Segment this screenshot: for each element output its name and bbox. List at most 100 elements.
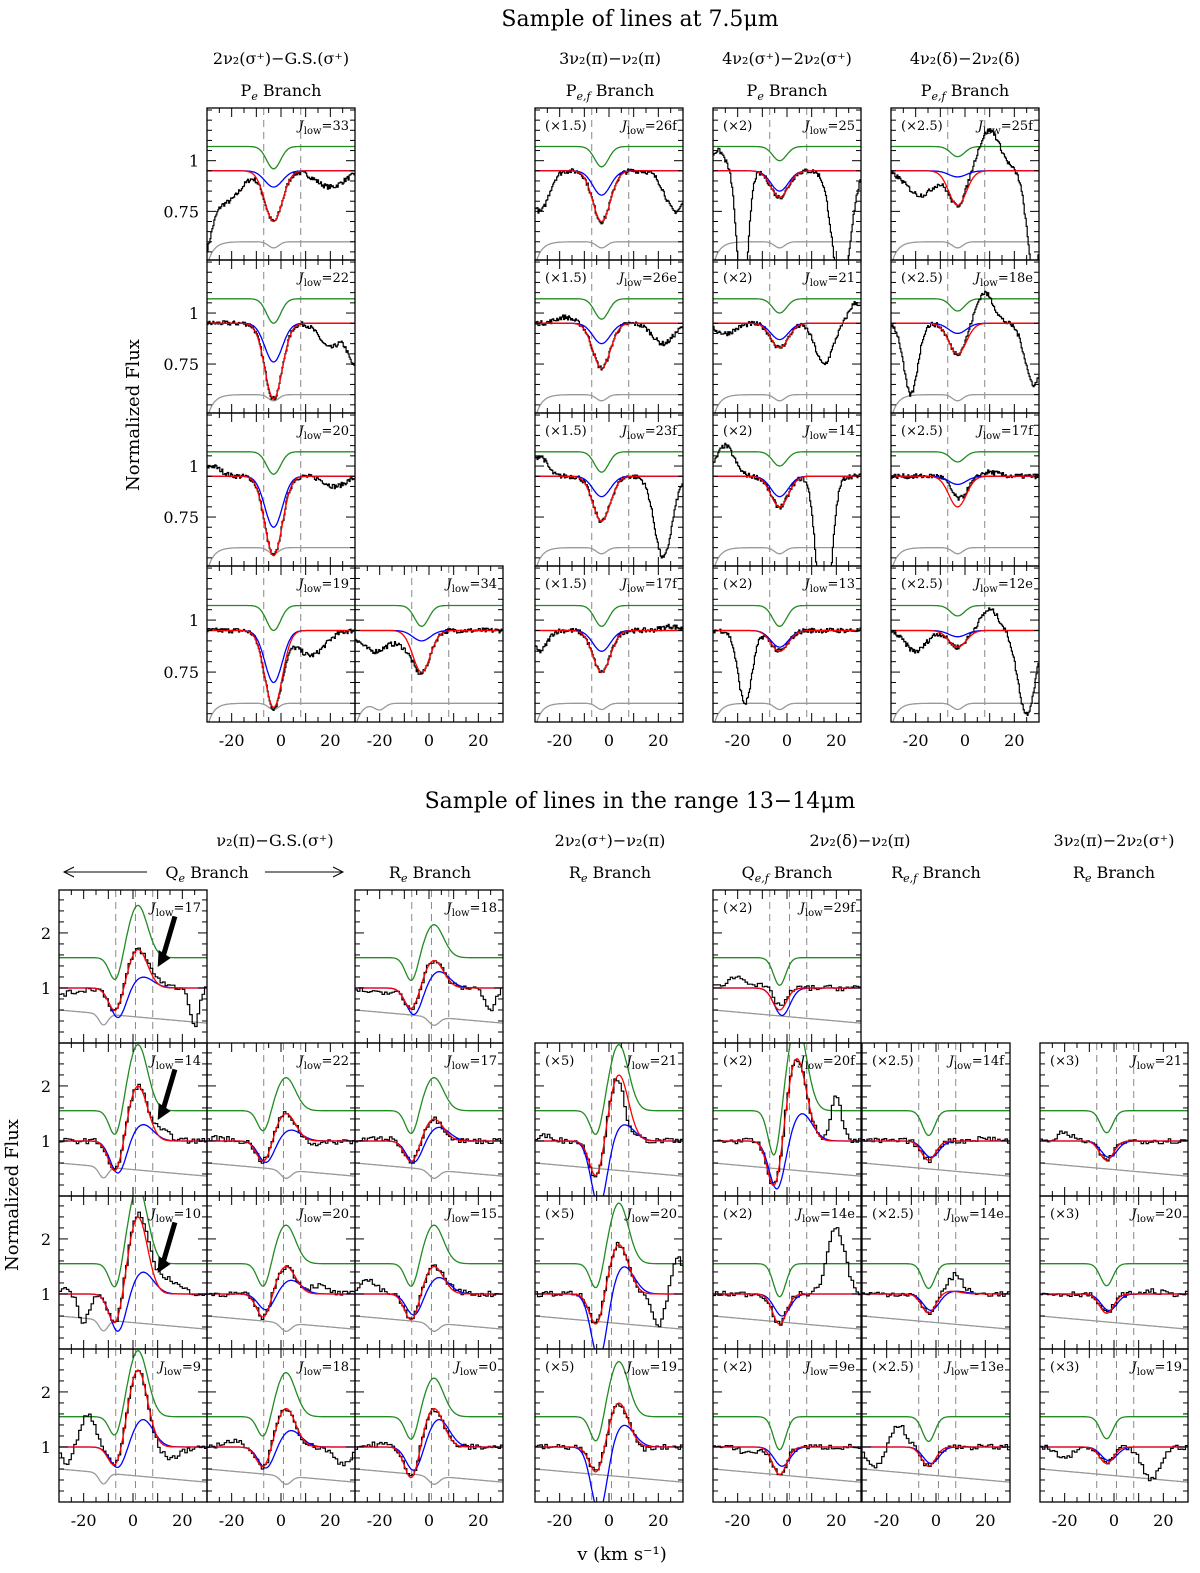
- arrow-head-icon: [157, 1256, 171, 1274]
- red-model-curve: [355, 959, 503, 1009]
- observed-spectrum: [207, 1111, 355, 1164]
- j-low-value: 14f: [983, 1054, 1006, 1069]
- arrow-indicator: [160, 1221, 178, 1265]
- gray-model-curve: [862, 1162, 1010, 1177]
- section-title: Sample of lines in the range 13−14μm: [425, 789, 856, 814]
- gray-model-curve: [207, 1162, 355, 1179]
- panel-plot-area: [207, 108, 355, 260]
- blue-model-curve: [59, 1124, 207, 1174]
- j-low-value: 18: [332, 1360, 349, 1375]
- j-low-value: 10: [184, 1207, 201, 1222]
- j-low-label: Jlow=22: [296, 1054, 349, 1072]
- red-model-curve: [535, 1074, 683, 1177]
- gray-model-curve: [713, 1315, 861, 1330]
- observed-spectrum: [891, 128, 1039, 260]
- gray-model-curve: [892, 702, 1039, 722]
- j-low-value: 13: [838, 577, 855, 592]
- y-tick-label: 1: [41, 1438, 51, 1457]
- spectrum-panel: (×3) Jlow=21: [1039, 1042, 1189, 1197]
- panel-plot-area: [207, 260, 355, 413]
- y-tick-label: 1: [41, 1132, 51, 1151]
- j-low-value: 21: [660, 1054, 677, 1069]
- j-low-label: Jlow=34: [444, 577, 497, 595]
- panel-plot-area: [535, 108, 683, 260]
- j-low-value: 29f: [834, 901, 857, 916]
- observed-spectrum: [535, 168, 683, 225]
- observed-spectrum: [713, 301, 861, 366]
- j-low-label: Jlow=13: [802, 577, 855, 595]
- gray-model-curve: [713, 1162, 861, 1177]
- blue-model-curve: [207, 322, 355, 363]
- red-model-curve: [713, 1293, 861, 1325]
- panel-plot-area: [59, 890, 207, 1043]
- band-label: ν₂(π)−G.S.(σ⁺): [216, 831, 333, 850]
- spectrum-panel: -20 0 20 Jlow=34: [354, 565, 504, 750]
- j-low-label: Jlow=18e: [972, 271, 1033, 289]
- spectrum-panel: -20 0 20 (×5) Jlow=19: [534, 1348, 684, 1530]
- observed-spectrum: [713, 975, 861, 1006]
- spectrum-panel: 0.75 1 Jlow=33: [163, 107, 356, 261]
- j-low-value: 9e: [839, 1360, 855, 1375]
- green-model-curve: [535, 604, 683, 627]
- gray-model-curve: [355, 1162, 503, 1179]
- spectrum-panel: 0.75 1 -20 0 20 Jlow=19: [163, 565, 356, 750]
- scale-factor-label: (×2): [723, 271, 752, 286]
- j-low-label: Jlow=18: [296, 1360, 349, 1378]
- gray-model-curve: [714, 546, 861, 566]
- red-model-curve: [713, 1058, 861, 1187]
- band-label: 3ν₂(π)−ν₂(π): [559, 49, 661, 68]
- gray-model-curve: [207, 1315, 355, 1332]
- green-model-curve: [891, 145, 1039, 158]
- gray-model-curve: [355, 1009, 503, 1026]
- y-tick-label: 1: [189, 611, 199, 630]
- x-tick-label: 20: [320, 1511, 340, 1530]
- panel-plot-area: [59, 1043, 207, 1196]
- observed-spectrum: [355, 1408, 503, 1477]
- j-low-value: 18e: [1009, 271, 1034, 286]
- observed-spectrum: [713, 1443, 861, 1476]
- x-tick-label: 0: [960, 731, 970, 750]
- x-tick-label: 20: [320, 731, 340, 750]
- gray-model-curve: [536, 702, 683, 722]
- x-tick-label: -20: [725, 731, 751, 750]
- y-tick-label: 1: [41, 979, 51, 998]
- gray-model-curve: [355, 1315, 503, 1332]
- spectrum-panel: Jlow=15: [354, 1195, 504, 1350]
- green-model-curve: [59, 904, 207, 980]
- spectrum-panel: 0.75 1 Jlow=22: [163, 259, 356, 414]
- spectrum-panel: -20 0 20 (×2.5) Jlow=13e: [861, 1348, 1011, 1530]
- red-model-curve: [59, 1369, 207, 1466]
- x-tick-label: 0: [604, 1511, 614, 1530]
- spectrum-panel: (×2) Jlow=25: [712, 107, 862, 261]
- panel-plot-area: [713, 566, 861, 722]
- gray-model-curve: [208, 702, 355, 722]
- branch-label: Re Branch: [569, 863, 651, 885]
- band-label: 2ν₂(δ)−ν₂(π): [810, 831, 911, 850]
- j-low-label: Jlow=14f: [946, 1054, 1005, 1072]
- spectrum-panel: (×1.5) Jlow=26f: [534, 107, 684, 261]
- panel-plot-area: [891, 260, 1039, 413]
- j-low-value: 17: [184, 901, 201, 916]
- observed-spectrum: [1040, 1288, 1188, 1313]
- spectrum-panel: (×2.5) Jlow=14e: [861, 1195, 1011, 1350]
- j-low-label: Jlow=14e: [794, 1207, 855, 1225]
- gray-model-curve: [536, 393, 683, 413]
- panel-plot-area: [535, 1196, 683, 1349]
- j-low-label: Jlow=20: [624, 1207, 677, 1225]
- j-low-value: 0: [489, 1360, 497, 1375]
- observed-spectrum: [891, 607, 1039, 716]
- panel-plot-area: [59, 1349, 207, 1502]
- spectrum-panel: 0.75 1 Jlow=20: [163, 412, 356, 567]
- red-model-curve: [1040, 1140, 1188, 1161]
- x-tick-label: -20: [367, 1511, 393, 1530]
- branch-label: Re Branch: [389, 863, 471, 885]
- panel-plot-area: [862, 1349, 1010, 1502]
- panel-plot-area: [713, 260, 861, 413]
- band-label: 2ν₂(σ⁺)−ν₂(π): [555, 831, 666, 850]
- green-model-curve: [535, 1361, 683, 1442]
- branch-label: Qe Branch: [165, 863, 248, 885]
- panel-plot-area: [207, 413, 355, 566]
- gray-model-curve: [207, 1468, 355, 1485]
- panel-plot-area: [862, 1196, 1010, 1349]
